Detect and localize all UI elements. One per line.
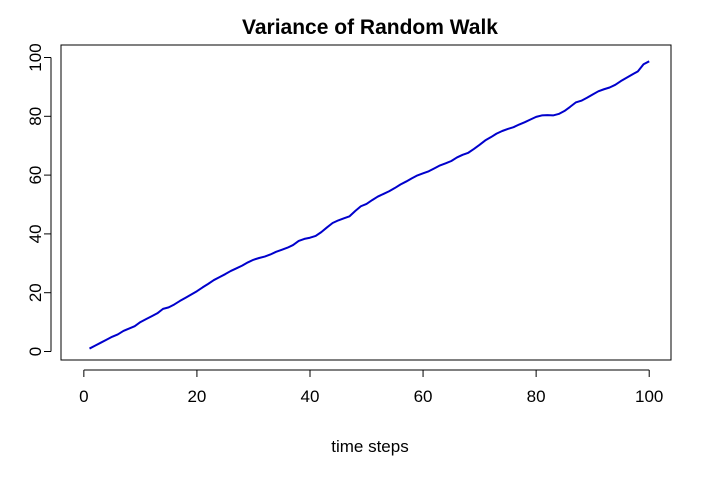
series-line: [89, 60, 650, 350]
x-axis-label: time steps: [331, 437, 408, 456]
y-tick-label: 40: [26, 224, 45, 243]
y-tick-label: 0: [26, 347, 45, 356]
x-tick-label: 40: [301, 387, 320, 406]
x-tick-label: 60: [414, 387, 433, 406]
chart-title: Variance of Random Walk: [242, 16, 498, 39]
series-layer: [89, 60, 650, 350]
x-tick-label: 100: [635, 387, 663, 406]
y-tick-label: 100: [26, 43, 45, 71]
plot-frame: [60, 44, 672, 361]
y-tick-label: 80: [26, 107, 45, 126]
x-tick-label: 80: [527, 387, 546, 406]
y-axis: 0 20 40 60 80 100: [26, 43, 52, 356]
x-tick-label: 20: [187, 387, 206, 406]
x-tick-label: 0: [79, 387, 88, 406]
x-axis: 0 20 40 60 80 100: [79, 369, 663, 406]
y-tick-label: 60: [26, 166, 45, 185]
y-tick-label: 20: [26, 283, 45, 302]
